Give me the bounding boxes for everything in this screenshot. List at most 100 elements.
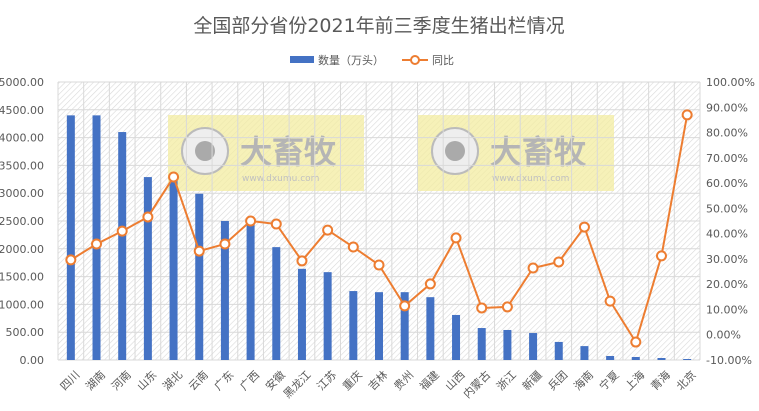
right-tick-label: 50.00% <box>706 202 748 215</box>
legend-bar-swatch <box>290 56 314 63</box>
left-tick-label: 1500.00 <box>0 271 44 284</box>
bar-广东 <box>220 221 229 360</box>
right-tick-label: 60.00% <box>706 177 748 190</box>
bar-内蒙古 <box>477 328 486 360</box>
watermark-url: www.dxumu.com <box>492 174 569 184</box>
left-tick-label: 2500.00 <box>0 215 44 228</box>
right-tick-label: 80.00% <box>706 127 748 140</box>
left-tick-label: 3000.00 <box>0 187 44 200</box>
x-tick-label: 湖北 <box>160 368 185 393</box>
x-tick-label: 山东 <box>135 368 160 393</box>
x-tick-label: 江苏 <box>314 368 339 393</box>
legend: 数量（万头） 同比 <box>290 54 454 67</box>
right-tick-label: 0.00% <box>706 329 741 342</box>
x-tick-label: 福建 <box>416 368 441 393</box>
yoy-point-安徽 <box>270 218 282 230</box>
left-tick-label: 3500.00 <box>0 159 44 172</box>
left-tick-label: 500.00 <box>6 326 45 339</box>
yoy-point-江苏 <box>322 224 334 236</box>
left-tick-label: 4500.00 <box>0 104 44 117</box>
yoy-point-山东 <box>142 211 154 223</box>
watermark-url: www.dxumu.com <box>242 174 319 184</box>
bar-四川 <box>66 115 75 360</box>
yoy-point-广西 <box>245 215 257 227</box>
watermark-brand: 大畜牧 <box>240 133 337 171</box>
yoy-point-兵团 <box>553 256 565 268</box>
left-tick-label: 1000.00 <box>0 298 44 311</box>
bar-重庆 <box>349 291 358 360</box>
x-tick-label: 宁夏 <box>596 368 621 393</box>
yoy-point-福建 <box>424 278 436 290</box>
x-tick-label: 广西 <box>237 368 262 393</box>
yoy-point-贵州 <box>399 300 411 312</box>
bar-新疆 <box>529 333 538 360</box>
bar-河南 <box>118 132 127 360</box>
yoy-point-广东 <box>219 238 231 250</box>
right-tick-label: 30.00% <box>706 253 748 266</box>
bar-青海 <box>657 357 666 360</box>
x-tick-label: 湖南 <box>83 368 108 393</box>
yoy-point-河南 <box>116 225 128 237</box>
right-tick-label: 90.00% <box>706 101 748 114</box>
yoy-point-青海 <box>655 250 667 262</box>
right-tick-label: 10.00% <box>706 303 748 316</box>
yoy-point-海南 <box>578 221 590 233</box>
yoy-point-吉林 <box>373 259 385 271</box>
x-tick-label: 吉林 <box>365 368 390 393</box>
legend-line-marker <box>410 55 420 65</box>
left-tick-label: 5000.00 <box>0 76 44 89</box>
bar-山西 <box>452 314 461 360</box>
x-tick-label: 浙江 <box>494 368 519 393</box>
legend-line-label: 同比 <box>432 54 454 67</box>
x-tick-label: 青海 <box>648 368 673 393</box>
x-tick-label: 四川 <box>58 368 83 393</box>
x-tick-label: 北京 <box>673 368 698 393</box>
right-tick-label: -10.00% <box>706 354 752 367</box>
x-tick-label: 黑龙江 <box>281 368 314 401</box>
bar-广西 <box>246 222 255 360</box>
x-tick-label: 上海 <box>622 368 647 393</box>
right-tick-label: 20.00% <box>706 278 748 291</box>
bar-吉林 <box>375 292 383 360</box>
bar-安徽 <box>272 247 281 360</box>
x-tick-label: 贵州 <box>391 368 416 393</box>
yoy-point-湖南 <box>91 238 103 250</box>
x-tick-label: 重庆 <box>339 368 364 393</box>
right-tick-label: 40.00% <box>706 228 748 241</box>
right-tick-label: 100.00% <box>706 76 755 89</box>
bar-海南 <box>580 346 589 360</box>
legend-bar-label: 数量（万头） <box>318 54 384 67</box>
chart-title: 全国部分省份2021年前三季度生猪出栏情况 <box>193 15 564 37</box>
yoy-point-山西 <box>450 232 462 244</box>
bar-兵团 <box>554 341 563 360</box>
x-tick-label: 云南 <box>186 368 211 393</box>
yoy-point-湖北 <box>168 171 180 183</box>
x-tick-label: 海南 <box>571 368 596 393</box>
bar-山东 <box>143 177 152 360</box>
x-tick-label: 内蒙古 <box>460 368 493 401</box>
yoy-point-重庆 <box>347 241 359 253</box>
yoy-point-浙江 <box>501 301 513 313</box>
watermark-brand: 大畜牧 <box>490 133 587 171</box>
bar-湖北 <box>169 179 178 360</box>
right-tick-label: 70.00% <box>706 152 748 165</box>
yoy-point-云南 <box>193 245 205 257</box>
left-tick-label: 4000.00 <box>0 132 44 145</box>
bar-宁夏 <box>606 355 615 360</box>
bar-湖南 <box>92 115 101 360</box>
watermark-logo-icon-inner <box>445 141 465 161</box>
bar-浙江 <box>503 329 512 360</box>
x-tick-label: 新疆 <box>519 368 544 393</box>
left-tick-label: 0.00 <box>20 354 45 367</box>
watermark-logo-icon-inner <box>195 141 215 161</box>
yoy-point-内蒙古 <box>476 302 488 314</box>
bar-北京 <box>683 358 692 360</box>
x-tick-label: 兵团 <box>546 368 571 393</box>
yoy-point-宁夏 <box>604 295 616 307</box>
x-tick-label: 河南 <box>109 368 134 393</box>
yoy-point-上海 <box>630 336 642 348</box>
bar-云南 <box>195 193 204 360</box>
bar-江苏 <box>323 272 332 360</box>
